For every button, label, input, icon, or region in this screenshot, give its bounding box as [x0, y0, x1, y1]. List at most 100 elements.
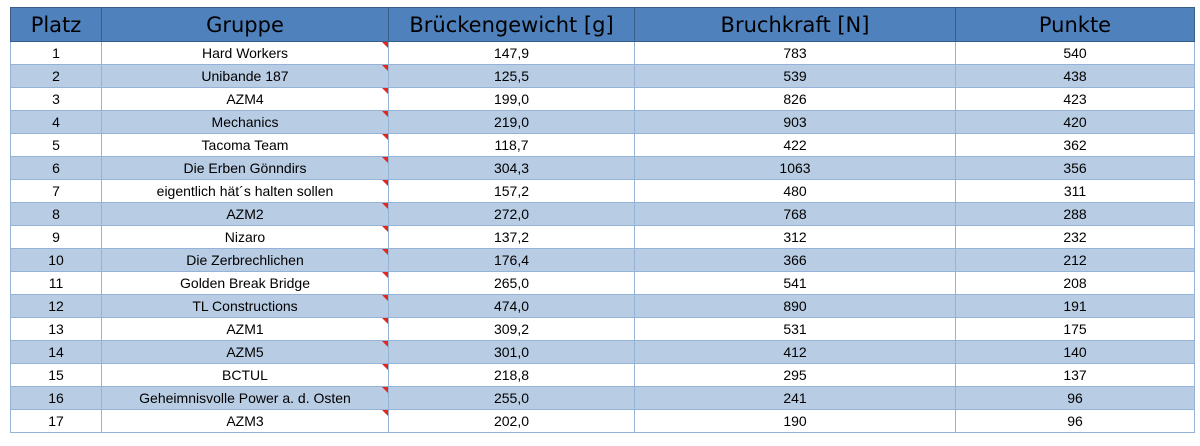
gruppe-cell[interactable]: Tacoma Team — [101, 133, 389, 157]
brueckengewicht-cell[interactable]: 199,0 — [388, 87, 635, 111]
platz-cell[interactable]: 4 — [10, 110, 102, 134]
punkte-cell[interactable]: 288 — [955, 202, 1195, 226]
brueckengewicht-cell[interactable]: 265,0 — [388, 271, 635, 295]
brueckengewicht-cell[interactable]: 474,0 — [388, 294, 635, 318]
table-row: 10 Die Zerbrechlichen 176,4 366 212 — [10, 248, 1195, 272]
bruchkraft-cell[interactable]: 312 — [634, 225, 956, 249]
brueckengewicht-cell[interactable]: 125,5 — [388, 64, 635, 88]
platz-cell[interactable]: 12 — [10, 294, 102, 318]
punkte-cell[interactable]: 232 — [955, 225, 1195, 249]
table-row: 5 Tacoma Team 118,7 422 362 — [10, 133, 1195, 157]
table-row: 13 AZM1 309,2 531 175 — [10, 317, 1195, 341]
punkte-cell[interactable]: 208 — [955, 271, 1195, 295]
brueckengewicht-cell[interactable]: 255,0 — [388, 386, 635, 410]
brueckengewicht-cell[interactable]: 272,0 — [388, 202, 635, 226]
punkte-cell[interactable]: 540 — [955, 41, 1195, 65]
bruchkraft-cell[interactable]: 190 — [634, 409, 956, 433]
gruppe-cell[interactable]: BCTUL — [101, 363, 389, 387]
brueckengewicht-cell[interactable]: 202,0 — [388, 409, 635, 433]
gruppe-cell[interactable]: Geheimnisvolle Power a. d. Osten — [101, 386, 389, 410]
gruppe-cell[interactable]: Nizaro — [101, 225, 389, 249]
brueckengewicht-cell[interactable]: 304,3 — [388, 156, 635, 180]
platz-cell[interactable]: 8 — [10, 202, 102, 226]
platz-cell[interactable]: 2 — [10, 64, 102, 88]
brueckengewicht-cell[interactable]: 309,2 — [388, 317, 635, 341]
brueckengewicht-cell[interactable]: 137,2 — [388, 225, 635, 249]
gruppe-cell[interactable]: AZM2 — [101, 202, 389, 226]
bruchkraft-cell[interactable]: 783 — [634, 41, 956, 65]
punkte-cell[interactable]: 137 — [955, 363, 1195, 387]
header-platz[interactable]: Platz — [10, 7, 102, 42]
platz-cell[interactable]: 13 — [10, 317, 102, 341]
header-punkte[interactable]: Punkte — [955, 7, 1195, 42]
bruchkraft-cell[interactable]: 366 — [634, 248, 956, 272]
bruchkraft-cell[interactable]: 539 — [634, 64, 956, 88]
gruppe-cell[interactable]: Golden Break Bridge — [101, 271, 389, 295]
punkte-cell[interactable]: 96 — [955, 409, 1195, 433]
bruchkraft-cell[interactable]: 295 — [634, 363, 956, 387]
table-row: 16 Geheimnisvolle Power a. d. Osten 255,0 2… — [10, 386, 1195, 410]
platz-cell[interactable]: 7 — [10, 179, 102, 203]
brueckengewicht-cell[interactable]: 118,7 — [388, 133, 635, 157]
punkte-cell[interactable]: 140 — [955, 340, 1195, 364]
platz-cell[interactable]: 14 — [10, 340, 102, 364]
gruppe-cell[interactable]: AZM1 — [101, 317, 389, 341]
brueckengewicht-cell[interactable]: 218,8 — [388, 363, 635, 387]
table-row: 17 AZM3 202,0 190 96 — [10, 409, 1195, 433]
results-table-container: Platz Gruppe Brückengewicht [g] Bruchkra… — [10, 7, 1195, 433]
table-row: 11 Golden Break Bridge 265,0 541 208 — [10, 271, 1195, 295]
platz-cell[interactable]: 3 — [10, 87, 102, 111]
table-row: 15 BCTUL 218,8 295 137 — [10, 363, 1195, 387]
gruppe-cell[interactable]: AZM3 — [101, 409, 389, 433]
gruppe-cell[interactable]: eigentlich hät´s halten sollen — [101, 179, 389, 203]
brueckengewicht-cell[interactable]: 147,9 — [388, 41, 635, 65]
bruchkraft-cell[interactable]: 531 — [634, 317, 956, 341]
punkte-cell[interactable]: 362 — [955, 133, 1195, 157]
platz-cell[interactable]: 1 — [10, 41, 102, 65]
brueckengewicht-cell[interactable]: 157,2 — [388, 179, 635, 203]
gruppe-cell[interactable]: Die Zerbrechlichen — [101, 248, 389, 272]
bruchkraft-cell[interactable]: 890 — [634, 294, 956, 318]
punkte-cell[interactable]: 356 — [955, 156, 1195, 180]
brueckengewicht-cell[interactable]: 219,0 — [388, 110, 635, 134]
punkte-cell[interactable]: 311 — [955, 179, 1195, 203]
table-row: 1 Hard Workers 147,9 783 540 — [10, 41, 1195, 65]
bruchkraft-cell[interactable]: 1063 — [634, 156, 956, 180]
platz-cell[interactable]: 15 — [10, 363, 102, 387]
bruchkraft-cell[interactable]: 903 — [634, 110, 956, 134]
brueckengewicht-cell[interactable]: 176,4 — [388, 248, 635, 272]
platz-cell[interactable]: 6 — [10, 156, 102, 180]
gruppe-cell[interactable]: Hard Workers — [101, 41, 389, 65]
bruchkraft-cell[interactable]: 412 — [634, 340, 956, 364]
punkte-cell[interactable]: 191 — [955, 294, 1195, 318]
gruppe-cell[interactable]: TL Constructions — [101, 294, 389, 318]
platz-cell[interactable]: 9 — [10, 225, 102, 249]
punkte-cell[interactable]: 175 — [955, 317, 1195, 341]
punkte-cell[interactable]: 212 — [955, 248, 1195, 272]
bruchkraft-cell[interactable]: 480 — [634, 179, 956, 203]
header-bruchkraft[interactable]: Bruchkraft [N] — [634, 7, 956, 42]
header-brueckengewicht[interactable]: Brückengewicht [g] — [388, 7, 635, 42]
header-row: Platz Gruppe Brückengewicht [g] Bruchkra… — [10, 7, 1195, 42]
header-gruppe[interactable]: Gruppe — [101, 7, 389, 42]
platz-cell[interactable]: 10 — [10, 248, 102, 272]
gruppe-cell[interactable]: Die Erben Gönndirs — [101, 156, 389, 180]
gruppe-cell[interactable]: AZM5 — [101, 340, 389, 364]
platz-cell[interactable]: 17 — [10, 409, 102, 433]
platz-cell[interactable]: 16 — [10, 386, 102, 410]
gruppe-cell[interactable]: Mechanics — [101, 110, 389, 134]
gruppe-cell[interactable]: AZM4 — [101, 87, 389, 111]
bruchkraft-cell[interactable]: 422 — [634, 133, 956, 157]
bruchkraft-cell[interactable]: 541 — [634, 271, 956, 295]
punkte-cell[interactable]: 438 — [955, 64, 1195, 88]
bruchkraft-cell[interactable]: 826 — [634, 87, 956, 111]
platz-cell[interactable]: 11 — [10, 271, 102, 295]
bruchkraft-cell[interactable]: 241 — [634, 386, 956, 410]
gruppe-cell[interactable]: Unibande 187 — [101, 64, 389, 88]
punkte-cell[interactable]: 423 — [955, 87, 1195, 111]
brueckengewicht-cell[interactable]: 301,0 — [388, 340, 635, 364]
platz-cell[interactable]: 5 — [10, 133, 102, 157]
bruchkraft-cell[interactable]: 768 — [634, 202, 956, 226]
punkte-cell[interactable]: 420 — [955, 110, 1195, 134]
punkte-cell[interactable]: 96 — [955, 386, 1195, 410]
